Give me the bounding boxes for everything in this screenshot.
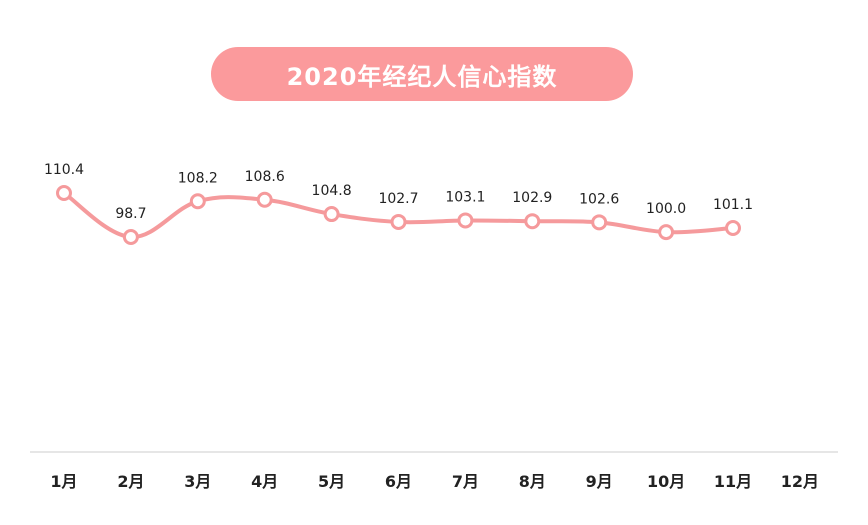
- data-point-4月: [256, 191, 273, 208]
- value-label-6月: 102.7: [378, 191, 418, 207]
- value-label-1月: 110.4: [44, 162, 84, 178]
- value-label-3月: 108.2: [178, 170, 218, 186]
- x-tick-label: 7月: [452, 472, 479, 491]
- data-point-5月: [323, 206, 340, 223]
- data-point-7月: [457, 212, 474, 229]
- data-point-1月: [56, 185, 72, 201]
- value-label-9月: 102.6: [579, 191, 619, 207]
- value-label-8月: 102.9: [512, 190, 552, 206]
- value-label-4月: 108.6: [245, 169, 285, 185]
- value-label-5月: 104.8: [312, 183, 352, 199]
- value-label-2月: 98.7: [115, 206, 146, 222]
- data-point-10月: [658, 224, 675, 241]
- data-point-2月: [122, 229, 139, 245]
- data-point-3月: [189, 193, 206, 210]
- x-tick-label: 12月: [781, 472, 819, 491]
- data-point-8月: [524, 213, 541, 230]
- x-tick-label: 8月: [519, 472, 546, 491]
- x-tick-label: 3月: [184, 472, 211, 491]
- x-tick-label: 4月: [251, 472, 278, 491]
- value-label-10月: 100.0: [646, 201, 686, 217]
- data-point-11月: [725, 219, 741, 236]
- value-label-7月: 103.1: [445, 189, 485, 205]
- chart-title-banner: 2020年经纪人信心指数: [211, 47, 633, 101]
- x-tick-label: 11月: [714, 472, 752, 491]
- x-tick-label: 6月: [385, 472, 412, 491]
- chart-title: 2020年经纪人信心指数: [286, 62, 558, 91]
- data-point-9月: [591, 214, 608, 231]
- data-point-6月: [390, 213, 407, 230]
- x-tick-label: 9月: [586, 472, 613, 491]
- value-label-11月: 101.1: [713, 197, 753, 213]
- x-tick-label: 10月: [647, 472, 685, 491]
- x-tick-label: 2月: [117, 472, 144, 491]
- x-tick-label: 1月: [50, 472, 77, 491]
- x-tick-label: 5月: [318, 472, 345, 491]
